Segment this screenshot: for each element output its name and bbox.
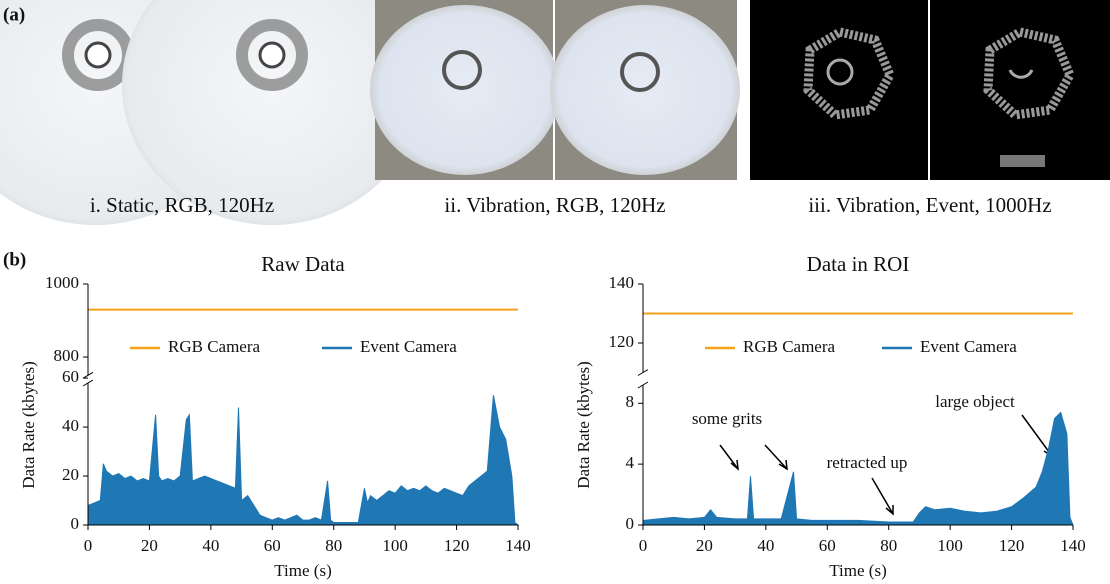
y-axis-label: Data Rate (kbytes): [574, 361, 593, 488]
axis-break: [82, 371, 94, 379]
x-tick-label: 20: [696, 536, 713, 555]
event-area: [642, 411, 1074, 526]
y-tick-label: 1000: [45, 273, 79, 292]
ring: [236, 19, 308, 91]
x-tick-label: 120: [999, 536, 1025, 555]
x-tick-label: 20: [141, 536, 158, 555]
y-tick-label: 40: [62, 416, 79, 435]
photo: [750, 0, 928, 180]
arrow: [719, 444, 739, 471]
x-tick-label: 100: [937, 536, 963, 555]
x-tick-label: 40: [757, 536, 774, 555]
annotation: retracted up: [827, 453, 908, 472]
chart-title: Data in ROI: [807, 252, 910, 276]
caption: i. Static, RGB, 120Hz: [90, 193, 274, 217]
ring: [442, 50, 482, 90]
y-axis-label: Data Rate (kbytes): [19, 361, 38, 488]
axis-break: [82, 379, 94, 387]
legend-label: Event Camera: [920, 337, 1017, 356]
annotation: large object: [935, 392, 1015, 411]
ring: [258, 41, 286, 69]
event-area: [87, 395, 520, 526]
x-tick-label: 80: [325, 536, 342, 555]
arrow: [1021, 414, 1053, 458]
legend-label: RGB Camera: [168, 337, 261, 356]
panel-label: (a): [3, 4, 25, 25]
y-tick-label: 0: [71, 514, 80, 533]
legend-label: Event Camera: [360, 337, 457, 356]
arrow: [764, 444, 788, 471]
x-tick-label: 0: [84, 536, 93, 555]
y-tick-label: 8: [626, 392, 635, 411]
x-tick-label: 80: [880, 536, 897, 555]
event-noise: [1000, 155, 1045, 167]
x-tick-label: 100: [382, 536, 408, 555]
x-axis-label: Time (s): [829, 561, 886, 580]
event-ring: [983, 27, 1076, 120]
y-tick-label: 120: [609, 332, 635, 351]
y-tick-label: 0: [626, 514, 635, 533]
annotation: some grits: [692, 409, 762, 428]
x-axis-label: Time (s): [274, 561, 331, 580]
x-tick-label: 140: [505, 536, 531, 555]
x-tick-label: 40: [202, 536, 219, 555]
caption: ii. Vibration, RGB, 120Hz: [444, 193, 665, 217]
legend-label: RGB Camera: [743, 337, 836, 356]
x-tick-label: 120: [444, 536, 470, 555]
axis-break: [637, 381, 649, 389]
chart-title: Raw Data: [261, 252, 345, 276]
x-tick-label: 60: [264, 536, 281, 555]
x-tick-label: 0: [639, 536, 648, 555]
caption: iii. Vibration, Event, 1000Hz: [808, 193, 1051, 217]
photo: [930, 0, 1110, 180]
photos: [0, 0, 1110, 225]
x-tick-label: 60: [819, 536, 836, 555]
axis-break: [637, 369, 649, 376]
y-tick-label: 20: [62, 465, 79, 484]
arrow: [871, 477, 894, 516]
event-ring: [803, 27, 896, 120]
event-ring: [826, 58, 854, 86]
x-tick-label: 140: [1060, 536, 1086, 555]
y-tick-label: 60: [62, 367, 79, 386]
dish: [370, 5, 560, 175]
y-tick-label: 4: [626, 453, 635, 472]
y-tick-label: 800: [54, 346, 80, 365]
y-tick-label: 140: [609, 273, 635, 292]
event-ring: [1008, 69, 1034, 79]
panel-label: (b): [3, 249, 26, 270]
dish: [122, 0, 422, 225]
ring: [620, 52, 660, 92]
ring: [84, 41, 112, 69]
